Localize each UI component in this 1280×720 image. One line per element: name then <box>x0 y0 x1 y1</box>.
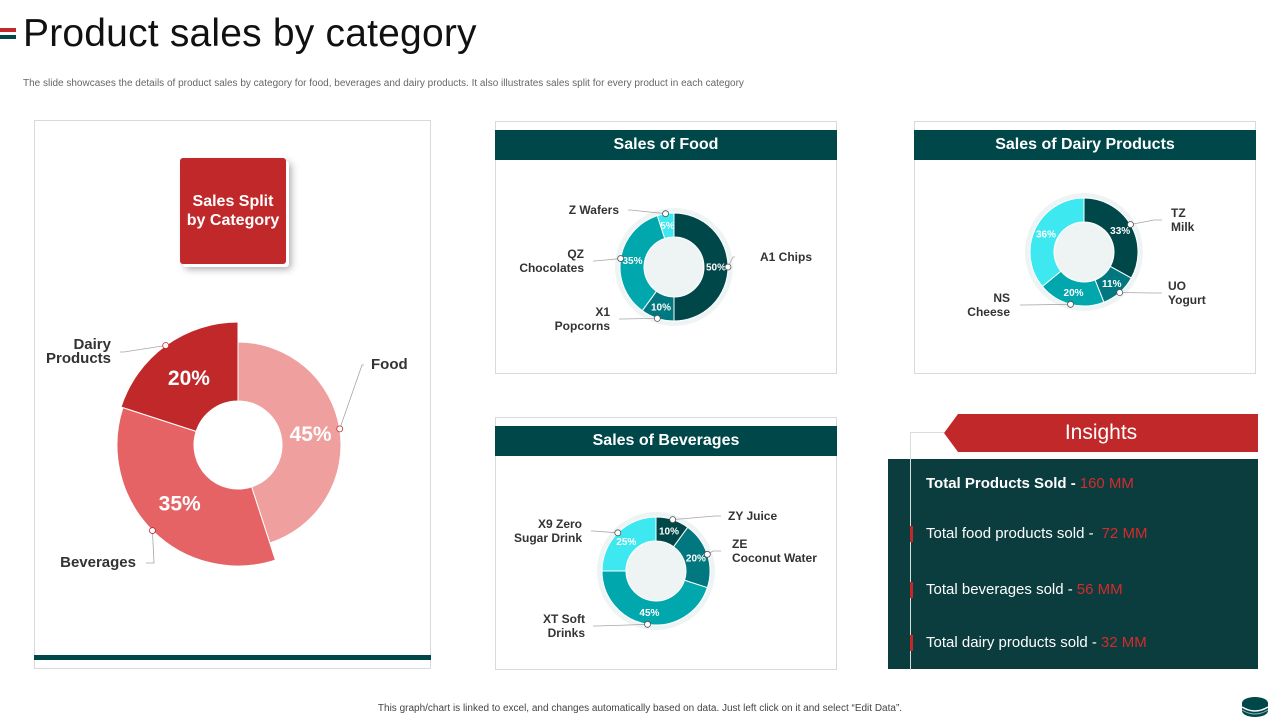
sales-food-chart: 50% A1 Chips 10% X1 Popcorns 35% QZ Chocolates 5… <box>519 203 812 333</box>
insight-total: Total Products Sold -160 MM <box>926 475 1134 492</box>
insight-total-value: 160 MM <box>1079 475 1134 492</box>
sales-split-title-box: Sales Split by Category <box>180 158 286 264</box>
slice-x9-zero-sugar-drink <box>601 516 657 572</box>
data-label: 45% <box>639 608 659 619</box>
legend-label: TZ Milk <box>1171 206 1195 234</box>
insight-dairy-label: Total dairy products sold - <box>926 634 1097 651</box>
slice-a1-chips <box>673 212 729 322</box>
insight-marker <box>910 526 913 542</box>
data-label: 20% <box>686 554 706 565</box>
data-label: 35% <box>623 256 643 267</box>
slice-food <box>237 341 342 544</box>
data-label: 25% <box>616 537 636 548</box>
data-label: 50% <box>706 263 726 274</box>
sales-dairy-chart: 33% TZ Milk 11% UO Yogurt 20% NS Cheese 36% <box>967 193 1206 319</box>
slice-other <box>1029 197 1085 288</box>
insight-food-label: Total food products sold - <box>926 525 1094 542</box>
slice-beverages <box>116 406 277 567</box>
legend-label: Beverages <box>60 554 136 571</box>
legend-label: NS Cheese <box>967 291 1010 319</box>
slice-tz-milk <box>1083 197 1139 279</box>
data-label: 35% <box>159 493 201 516</box>
slice-dairy-products <box>120 321 239 433</box>
data-label: 36% <box>1036 230 1056 241</box>
insight-beverages-label: Total beverages sold - <box>926 581 1073 598</box>
legend-label: X9 Zero Sugar Drink <box>514 517 582 545</box>
corner-logo-icon <box>1241 697 1269 717</box>
sales-food-header: Sales of Food <box>495 130 837 160</box>
data-label: 33% <box>1110 226 1130 237</box>
insight-food: Total food products sold - 72 MM <box>926 525 1147 542</box>
data-label: 5% <box>660 221 675 232</box>
insight-beverages-value: 56 MM <box>1076 581 1123 598</box>
insight-dairy-value: 32 MM <box>1100 634 1147 651</box>
slice-xt-soft-drinks <box>601 570 708 626</box>
sales-dairy-header: Sales of Dairy Products <box>914 130 1256 160</box>
sales-split-panel: Sales Split by Category <box>34 120 431 669</box>
data-label: 10% <box>651 302 671 313</box>
insights-heading: Insights <box>944 414 1258 452</box>
legend-label: A1 Chips <box>760 250 812 264</box>
legend-label: UO Yogurt <box>1168 279 1206 307</box>
title-accent-mark <box>0 28 16 42</box>
legend-label: X1 Popcorns <box>555 305 611 333</box>
insights-panel <box>888 459 1258 669</box>
slice-qz-chocolates <box>619 215 666 312</box>
data-label: 20% <box>1064 288 1084 299</box>
footer-note: This graph/chart is linked to excel, and… <box>377 703 903 714</box>
insight-dairy: Total dairy products sold -32 MM <box>926 634 1147 651</box>
legend-label: ZE Coconut Water <box>732 537 817 565</box>
sales-food-panel: Sales of Food <box>495 121 837 374</box>
insight-food-value: 72 MM <box>1101 525 1148 542</box>
insights-connector-line-top <box>910 432 944 433</box>
panel-bottom-bar <box>34 655 431 660</box>
insight-marker <box>910 582 913 598</box>
legend-label: QZ Chocolates <box>519 247 584 275</box>
insight-beverages: Total beverages sold -56 MM <box>926 581 1123 598</box>
insight-total-label: Total Products Sold - <box>926 475 1076 492</box>
legend-label: ZY Juice <box>728 509 777 523</box>
legend-label: XT Soft Drinks <box>543 612 585 640</box>
page-title: Product sales by category <box>23 12 477 55</box>
insights-heading-text: Insights <box>1064 421 1138 444</box>
page-subtitle: The slide showcases the details of produ… <box>23 78 744 89</box>
sales-split-chart: 45% Food 35% Beverages 20% Dairy Products <box>46 321 408 571</box>
split-title-line1: Sales Split <box>192 193 274 210</box>
data-label: 11% <box>1102 279 1122 290</box>
split-title-line2: by Category <box>186 212 280 229</box>
sales-beverages-chart: 10% ZY Juice 20% ZE Coconut Water 45% XT Soft D… <box>514 509 817 640</box>
insight-marker <box>910 635 913 651</box>
legend-label: Food <box>371 356 408 373</box>
data-label: 45% <box>290 423 332 446</box>
data-label: 20% <box>168 367 210 390</box>
legend-label: Z Wafers <box>569 203 620 217</box>
legend-label: Dairy Products <box>46 336 112 367</box>
data-label: 10% <box>659 527 679 538</box>
insights-connector-line <box>910 432 911 670</box>
sales-beverages-header: Sales of Beverages <box>495 426 837 456</box>
